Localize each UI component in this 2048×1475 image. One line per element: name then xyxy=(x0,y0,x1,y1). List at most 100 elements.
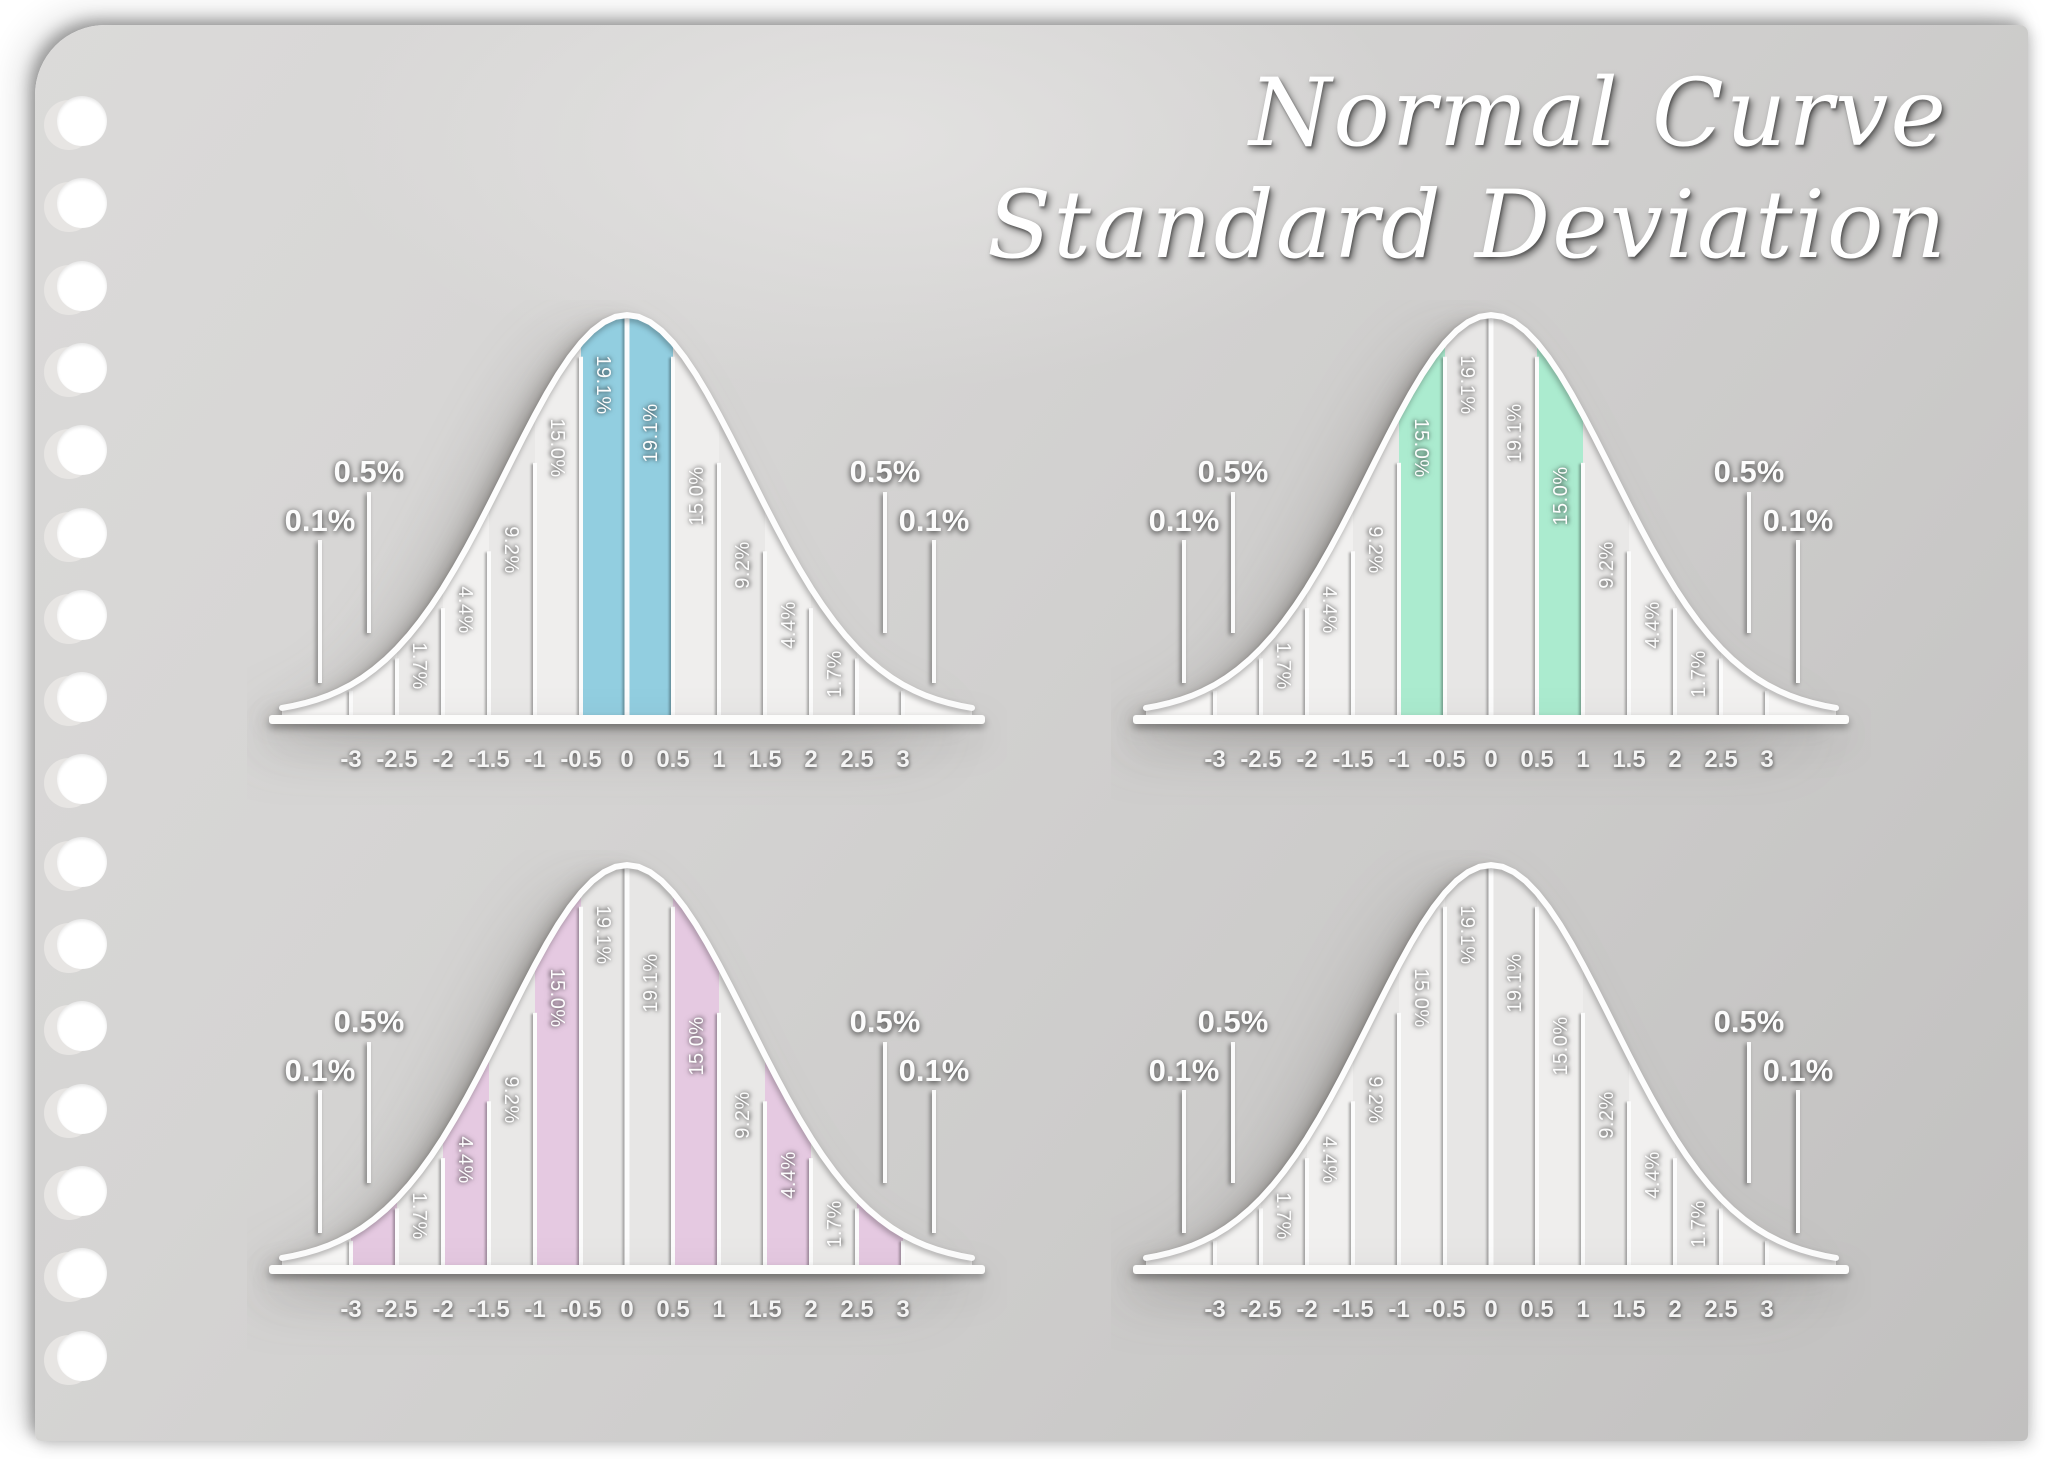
segment xyxy=(1215,648,1261,715)
segment xyxy=(1445,865,1491,1265)
segment-percentage-label: 4.4% xyxy=(1642,601,1664,649)
x-axis-tick-label: 2.5 xyxy=(840,746,873,773)
axis-baseline xyxy=(1133,715,1849,724)
segment xyxy=(1353,964,1399,1265)
segment xyxy=(1629,1055,1675,1265)
callout-pointer-line xyxy=(1796,1090,1800,1233)
segment-percentage-label: 4.4% xyxy=(1318,1136,1340,1184)
highlighted-segment xyxy=(443,1055,489,1265)
segment-percentage-label: 15.0% xyxy=(1410,968,1432,1027)
segment-percentage-label: 9.2% xyxy=(1596,1091,1618,1139)
highlighted-segment xyxy=(673,892,719,1265)
tail-percentage-label: 0.1% xyxy=(285,1053,356,1088)
segment xyxy=(1261,1138,1307,1265)
segment-divider-line xyxy=(1488,317,1494,717)
callout-pointer-line xyxy=(367,1042,371,1183)
segment-divider-line xyxy=(349,690,353,717)
x-axis-tick-label: -2 xyxy=(1296,1296,1317,1323)
highlighted-segment xyxy=(535,892,581,1265)
segment-percentage-label: 4.4% xyxy=(778,601,800,649)
segment-divider-line xyxy=(395,1208,399,1267)
highlighted-segment xyxy=(1537,342,1583,715)
segment xyxy=(1491,315,1537,715)
segment xyxy=(1583,414,1629,715)
x-axis-tick-label: -0.5 xyxy=(560,1296,601,1323)
punch-hole xyxy=(57,836,107,887)
segment-percentage-label: 1.7% xyxy=(1688,650,1710,698)
segment-divider-line xyxy=(809,1158,813,1267)
segment-divider-line xyxy=(624,317,630,717)
segment-divider-line xyxy=(1351,1101,1355,1267)
tail-percentage-label: 0.1% xyxy=(1763,1053,1834,1088)
segment-divider-line xyxy=(1535,906,1539,1267)
tail-percentage-label: 0.5% xyxy=(334,1004,405,1039)
x-axis-tick-label: -0.5 xyxy=(1424,746,1465,773)
punch-hole xyxy=(57,754,107,805)
segment-percentage-label: 15.0% xyxy=(686,466,708,525)
callout-pointer-line xyxy=(1182,540,1186,683)
segment-divider-line xyxy=(1443,906,1447,1267)
x-axis-tick-label: 2.5 xyxy=(840,1296,873,1323)
callout-pointer-line xyxy=(883,1042,887,1183)
segment-percentage-label: 19.1% xyxy=(1504,953,1526,1012)
x-axis-tick-label: -1.5 xyxy=(1332,1296,1373,1323)
segment-percentage-label: 1.7% xyxy=(824,1200,846,1248)
segment xyxy=(719,414,765,715)
segment-divider-line xyxy=(1765,690,1769,717)
segment xyxy=(1261,588,1307,715)
segment-percentage-label: 9.2% xyxy=(500,526,522,574)
segment-divider-line xyxy=(1719,1208,1723,1267)
segment-percentage-label: 1.7% xyxy=(1272,642,1294,690)
normal-curve-green-one-sigma: 0.1%0.5% 0.5%0.1%1.7%4.4%9.2%15.0%19.1%19… xyxy=(1133,311,1849,773)
segment xyxy=(1675,1138,1721,1265)
segment-percentage-label: 19.1% xyxy=(592,355,614,414)
segment-divider-line xyxy=(717,462,721,717)
x-axis-tick-label: 3 xyxy=(896,1296,909,1323)
segment xyxy=(489,964,535,1265)
segment-percentage-label: 4.4% xyxy=(778,1151,800,1199)
segment-divider-line xyxy=(1259,1208,1263,1267)
segment xyxy=(1353,414,1399,715)
x-axis-tick-label: 2 xyxy=(1668,1296,1681,1323)
segment-percentage-label: 9.2% xyxy=(732,1091,754,1139)
callout-pointer-line xyxy=(1796,540,1800,683)
segment-divider-line xyxy=(855,658,859,717)
segment-percentage-label: 1.7% xyxy=(824,650,846,698)
x-axis-tick-label: 3 xyxy=(1760,746,1773,773)
punch-hole xyxy=(57,919,107,969)
tail-percentage-label: 0.5% xyxy=(850,1004,921,1039)
callout-pointer-line xyxy=(367,492,371,633)
segment-divider-line xyxy=(901,690,905,717)
segment xyxy=(673,342,719,715)
segment-percentage-label: 19.1% xyxy=(1504,403,1526,462)
highlighted-segment xyxy=(765,1055,811,1265)
tail-percentage-label: 0.5% xyxy=(334,454,405,489)
segment xyxy=(397,1138,443,1265)
x-axis-tick-label: 1 xyxy=(1576,1296,1589,1323)
tail-percentage-label: 0.1% xyxy=(899,1053,970,1088)
segment-divider-line xyxy=(1305,608,1309,717)
axis-baseline xyxy=(269,715,985,724)
segment xyxy=(1445,315,1491,715)
punch-hole xyxy=(57,260,107,311)
x-axis-tick-label: -3 xyxy=(340,746,361,773)
callout-pointer-line xyxy=(318,1090,322,1233)
segment xyxy=(581,865,627,1265)
segment xyxy=(1721,648,1767,715)
segment-percentage-label: 9.2% xyxy=(500,1076,522,1124)
page-title-line1: Normal Curve xyxy=(1248,59,1948,168)
tail-percentage-label: 0.5% xyxy=(850,454,921,489)
segment-divider-line xyxy=(1213,1240,1217,1267)
tail-percentage-label: 0.1% xyxy=(1763,503,1834,538)
tail-percentage-label: 0.5% xyxy=(1714,1004,1785,1039)
segment xyxy=(1491,865,1537,1265)
segment-divider-line xyxy=(1765,1240,1769,1267)
segment-percentage-label: 19.1% xyxy=(592,905,614,964)
segment-divider-line xyxy=(624,867,630,1267)
segment-percentage-label: 4.4% xyxy=(454,1136,476,1184)
x-axis-tick-label: 0 xyxy=(620,1296,633,1323)
segment xyxy=(1399,892,1445,1265)
segment-divider-line xyxy=(1259,658,1263,717)
normal-curve-plain: 0.1%0.5% 0.5%0.1%1.7%4.4%9.2%15.0%19.1%19… xyxy=(1133,861,1849,1323)
tail-percentage-label: 0.5% xyxy=(1714,454,1785,489)
